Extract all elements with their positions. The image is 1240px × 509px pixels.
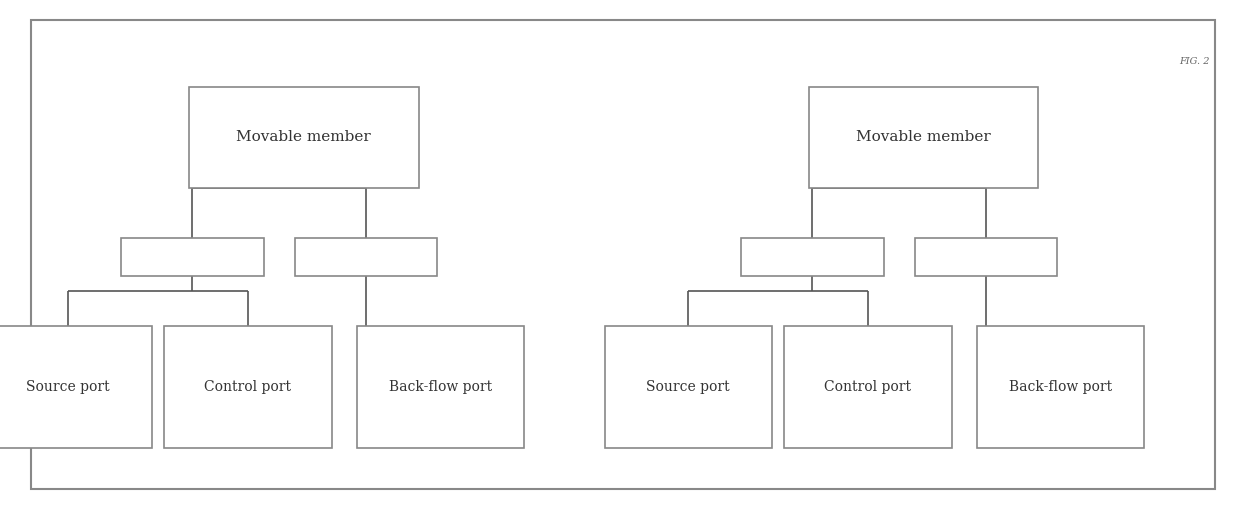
Bar [122, 238, 263, 276]
Bar [295, 238, 438, 276]
Text: FIG. 2: FIG. 2 [1179, 56, 1209, 66]
Bar [0, 326, 151, 448]
Bar [915, 238, 1056, 276]
Bar [188, 87, 419, 188]
Text: Source port: Source port [26, 380, 110, 394]
Text: Control port: Control port [825, 380, 911, 394]
Bar [808, 87, 1038, 188]
Bar [164, 326, 332, 448]
Text: Back-flow port: Back-flow port [1008, 380, 1112, 394]
Bar [784, 326, 952, 448]
Bar [977, 326, 1145, 448]
Text: Back-flow port: Back-flow port [388, 380, 492, 394]
Text: Source port: Source port [646, 380, 730, 394]
Text: Movable member: Movable member [237, 130, 371, 145]
Bar [742, 238, 884, 276]
Bar [357, 326, 523, 448]
Text: Movable member: Movable member [857, 130, 991, 145]
Text: Control port: Control port [205, 380, 291, 394]
Bar [605, 326, 771, 448]
